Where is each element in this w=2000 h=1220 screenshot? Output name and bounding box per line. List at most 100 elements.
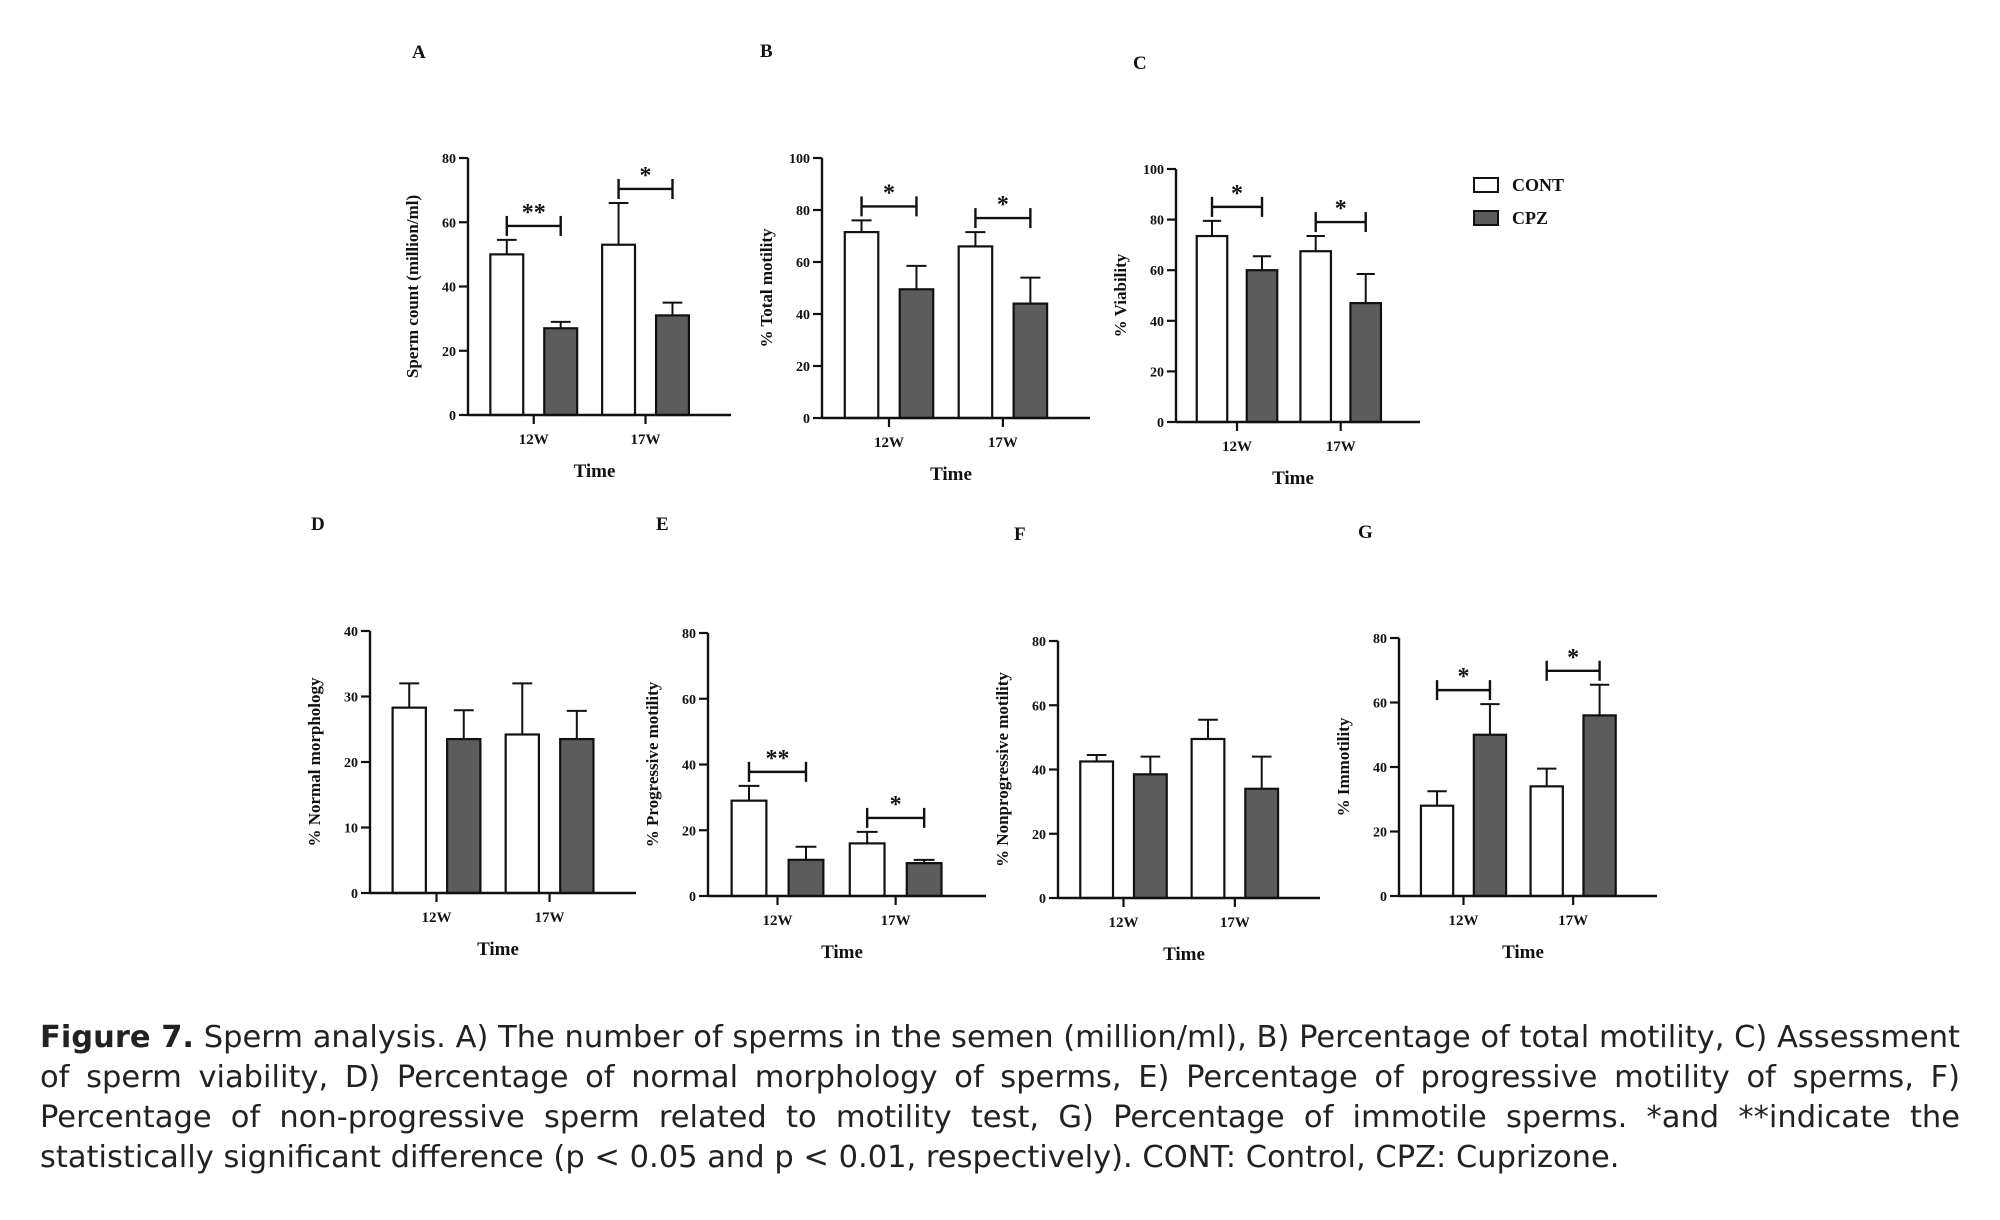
bar-cpz-17w: [654, 314, 691, 417]
bar-cpz-12w: [543, 327, 579, 417]
legend-swatch-cpz: [1473, 210, 1499, 226]
y-tick-label: 60: [1373, 697, 1387, 712]
y-tick-label: 40: [1032, 764, 1046, 779]
x-tick-label: 12W: [1449, 913, 1479, 929]
x-tick-label: 12W: [1109, 915, 1139, 931]
y-tick-label: 40: [1150, 315, 1164, 330]
bar-cpz-17w: [1582, 714, 1617, 898]
bar-cont-17w: [1529, 785, 1564, 898]
x-axis-title: Time: [1163, 944, 1205, 965]
bar-cont-12w: [1419, 804, 1455, 898]
y-tick-label: 20: [796, 360, 810, 375]
bar-cont-17w: [1190, 737, 1226, 900]
bar-cont-17w: [1299, 250, 1333, 424]
y-tick-label: 40: [442, 281, 456, 296]
panel-C: C * * 0 20 40 60 80 100 12W 17W Time % Viability: [1111, 53, 1420, 489]
y-tick-label: 60: [1150, 264, 1164, 279]
significance-label: *: [1567, 645, 1579, 671]
significance-label: *: [1231, 181, 1243, 207]
y-tick-label: 0: [449, 409, 456, 424]
y-axis-title: % Total motility: [757, 228, 776, 348]
x-tick-label: 17W: [988, 435, 1018, 451]
y-tick-label: 60: [796, 256, 810, 271]
y-tick-label: 40: [682, 759, 696, 774]
caption-label: Figure 7.: [40, 1020, 195, 1055]
x-tick-label: 17W: [631, 432, 661, 448]
y-tick-label: 0: [689, 890, 696, 905]
y-tick-label: 10: [344, 822, 358, 837]
y-tick-label: 20: [1032, 828, 1046, 843]
x-axis-title: Time: [930, 464, 972, 485]
y-axis-title: % Nonprogressive motility: [993, 672, 1012, 867]
y-tick-label: 60: [682, 693, 696, 708]
y-tick-label: 0: [1039, 892, 1046, 907]
x-tick-label: 17W: [535, 910, 565, 926]
panel-D: D 0 10 20 30 40 12W 17W Time % Normal morphology: [305, 514, 636, 960]
y-tick-label: 100: [1143, 163, 1164, 178]
y-tick-label: 40: [344, 625, 358, 640]
panel-G: G * * 0 20 40 60 80 12W 17W Time % Immotility: [1334, 522, 1657, 963]
significance-label: *: [1335, 196, 1347, 222]
panel-letter: E: [656, 514, 669, 535]
y-tick-label: 0: [351, 887, 358, 902]
y-tick-label: 80: [682, 627, 696, 642]
y-tick-label: 80: [1373, 632, 1387, 647]
panel-letter: G: [1358, 522, 1373, 543]
y-tick-label: 40: [796, 308, 810, 323]
bar-cont-12w: [843, 231, 880, 420]
y-tick-label: 0: [803, 412, 810, 427]
caption-text: Sperm analysis. A) The number of sperms …: [40, 1020, 1961, 1175]
y-tick-label: 100: [789, 152, 810, 167]
x-tick-label: 12W: [1222, 439, 1252, 455]
x-tick-label: 17W: [1326, 439, 1356, 455]
bar-cpz-17w: [1244, 787, 1280, 900]
legend-label-cpz: CPZ: [1512, 208, 1548, 228]
significance-label: *: [640, 163, 652, 189]
significance-label: **: [522, 200, 546, 226]
bar-cont-12w: [489, 253, 525, 417]
y-tick-label: 60: [1032, 699, 1046, 714]
x-tick-label: 12W: [519, 432, 549, 448]
y-tick-label: 60: [442, 216, 456, 231]
bar-cont-12w: [1195, 234, 1229, 424]
bar-cont-17w: [601, 243, 637, 417]
x-axis-title: Time: [1502, 942, 1544, 963]
panel-B: B * * 0 20 40 60 80 100 12W 17W Time % Total motilit…: [757, 41, 1090, 485]
y-tick-label: 80: [442, 152, 456, 167]
y-axis-title: % Progressive motility: [643, 681, 662, 847]
bar-cpz-17w: [1349, 301, 1383, 424]
x-tick-label: 12W: [763, 913, 793, 929]
bar-cont-17w: [504, 733, 541, 895]
x-axis-title: Time: [821, 942, 863, 963]
y-tick-label: 40: [1373, 761, 1387, 776]
bar-cpz-17w: [905, 862, 943, 898]
bar-cpz-17w: [559, 737, 595, 895]
panel-letter: C: [1133, 53, 1147, 74]
y-axis-title: % Viability: [1111, 253, 1130, 337]
y-tick-label: 30: [344, 691, 358, 706]
legend: CONT CPZ: [1473, 175, 1564, 228]
x-tick-label: 12W: [422, 910, 452, 926]
bar-cpz-12w: [446, 737, 482, 895]
x-axis-title: Time: [1272, 468, 1314, 489]
y-tick-label: 20: [1373, 826, 1387, 841]
bar-cpz-12w: [898, 288, 935, 420]
bar-cpz-12w: [787, 858, 825, 898]
bar-cpz-12w: [1132, 773, 1168, 900]
y-tick-label: 20: [344, 756, 358, 771]
y-tick-label: 0: [1157, 416, 1164, 431]
x-tick-label: 17W: [1558, 913, 1588, 929]
bar-cont-12w: [730, 799, 768, 898]
panel-letter: F: [1014, 524, 1026, 545]
bar-cpz-17w: [1012, 302, 1049, 420]
significance-label: *: [883, 180, 895, 206]
x-tick-label: 17W: [881, 913, 911, 929]
figure-caption: Figure 7. Sperm analysis. A) The number …: [40, 1018, 1960, 1178]
bar-cont-17w: [957, 245, 994, 420]
significance-label: *: [1458, 664, 1470, 690]
x-axis-title: Time: [574, 461, 616, 482]
